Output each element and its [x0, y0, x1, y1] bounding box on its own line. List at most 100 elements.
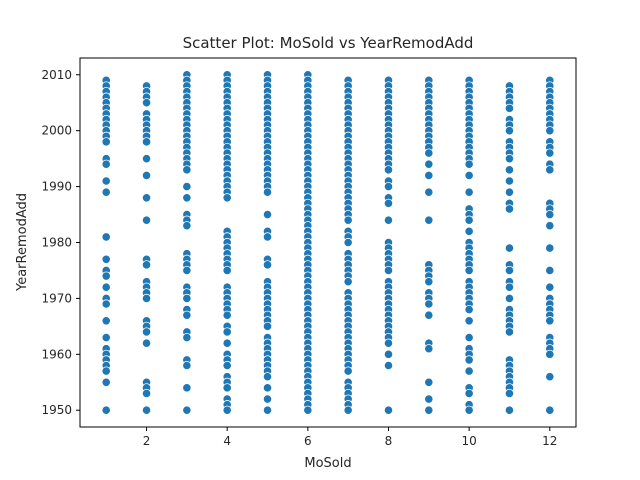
x-tick-label: 12	[542, 434, 557, 448]
data-point	[545, 282, 555, 292]
data-point	[343, 366, 353, 376]
data-point	[141, 260, 152, 270]
data-point	[101, 299, 111, 309]
y-tick-label: 1960	[41, 347, 72, 361]
data-point	[424, 310, 434, 320]
data-point	[464, 366, 474, 376]
data-point	[141, 215, 152, 225]
data-point	[464, 388, 474, 399]
data-point	[464, 355, 474, 365]
x-tick-label: 4	[223, 434, 231, 448]
data-point	[101, 271, 111, 281]
y-tick-label: 2000	[41, 124, 72, 138]
data-point	[504, 282, 515, 292]
data-point	[182, 383, 192, 393]
data-point	[262, 405, 273, 415]
data-point	[222, 265, 232, 276]
data-point	[222, 310, 232, 320]
data-point	[464, 304, 474, 315]
y-tick-label: 1980	[41, 236, 72, 250]
data-point	[262, 232, 273, 242]
points-layer	[101, 70, 555, 415]
data-point	[464, 170, 474, 181]
data-point	[262, 209, 273, 220]
data-point	[222, 338, 232, 348]
data-point	[262, 394, 273, 404]
y-tick-label: 1950	[41, 403, 72, 417]
data-point	[545, 148, 555, 158]
data-point	[383, 360, 394, 371]
data-point	[141, 388, 152, 399]
data-point	[383, 349, 394, 359]
x-tick-label: 2	[143, 434, 151, 448]
data-point	[222, 327, 232, 337]
data-point	[141, 405, 152, 415]
data-point	[545, 316, 555, 326]
data-point	[545, 209, 555, 220]
data-point	[464, 332, 474, 343]
data-point	[101, 332, 111, 343]
data-point	[383, 165, 394, 175]
data-point	[182, 360, 192, 371]
data-point	[545, 405, 555, 415]
data-point	[464, 316, 474, 326]
data-point	[383, 265, 394, 276]
data-point	[504, 165, 515, 175]
data-point	[182, 221, 192, 231]
data-point	[424, 215, 434, 225]
data-point	[545, 265, 555, 276]
data-point	[182, 293, 192, 304]
data-point	[464, 159, 474, 169]
data-point	[262, 372, 273, 382]
data-point	[182, 165, 192, 175]
data-point	[504, 265, 515, 276]
data-point	[383, 215, 394, 225]
data-point	[545, 372, 555, 382]
data-point	[182, 332, 192, 343]
data-point	[343, 277, 353, 287]
data-point	[262, 187, 273, 197]
data-point	[141, 193, 152, 203]
data-point	[182, 193, 192, 203]
data-point	[545, 165, 555, 175]
data-point	[343, 237, 353, 248]
data-point	[504, 204, 515, 214]
data-point	[504, 103, 515, 113]
y-tick-label: 1970	[41, 291, 72, 305]
chart-title: Scatter Plot: MoSold vs YearRemodAdd	[183, 34, 474, 52]
data-point	[424, 344, 434, 354]
x-tick-label: 6	[304, 434, 312, 448]
data-point	[141, 137, 152, 147]
data-point	[141, 98, 152, 108]
data-point	[101, 187, 111, 197]
x-axis-title: MoSold	[304, 456, 351, 471]
data-point	[545, 349, 555, 359]
data-point	[383, 405, 394, 415]
data-point	[141, 170, 152, 181]
data-point	[424, 394, 434, 404]
data-point	[101, 137, 111, 147]
data-point	[383, 198, 394, 208]
data-point	[101, 282, 111, 292]
data-point	[222, 383, 232, 393]
data-point	[383, 338, 394, 348]
x-tick-label: 8	[385, 434, 393, 448]
data-point	[424, 148, 434, 158]
x-axis: 2 4 6 8 10 12	[143, 427, 557, 448]
data-point	[464, 215, 474, 225]
data-point	[424, 170, 434, 181]
data-point	[424, 405, 434, 415]
data-point	[504, 187, 515, 197]
data-point	[182, 310, 192, 320]
data-point	[545, 243, 555, 253]
data-point	[222, 405, 232, 415]
data-point	[303, 405, 313, 415]
data-point	[222, 193, 232, 203]
data-point	[504, 327, 515, 337]
data-point	[262, 260, 273, 270]
data-point	[504, 243, 515, 253]
data-point	[424, 277, 434, 287]
data-point	[262, 321, 273, 331]
